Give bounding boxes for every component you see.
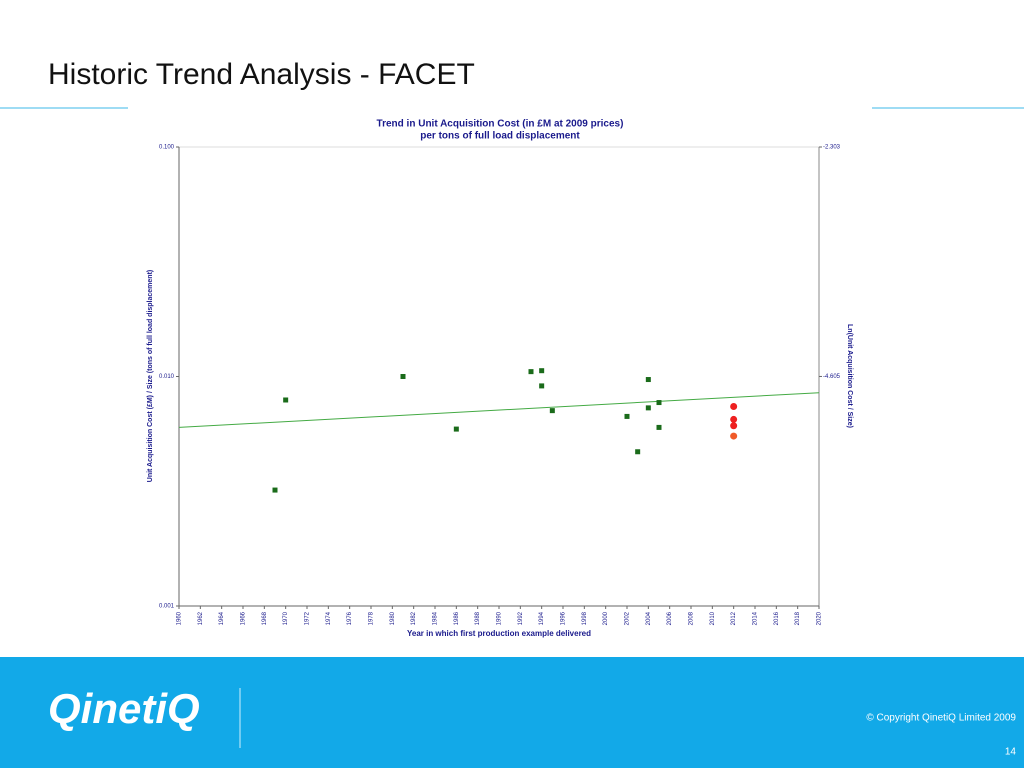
- point: [656, 400, 662, 406]
- point: [453, 426, 459, 432]
- point: [528, 369, 534, 375]
- x-tick-label: 1976: [347, 611, 353, 625]
- point: [730, 415, 738, 423]
- point: [549, 408, 555, 414]
- x-tick-label: 2016: [774, 611, 780, 625]
- y-tick-label: 0.010: [159, 374, 175, 380]
- trend-line: [178, 392, 820, 428]
- x-tick-label: 1964: [219, 611, 225, 625]
- point: [283, 397, 289, 403]
- x-tick-label: 1988: [475, 611, 481, 625]
- x-tick-label: 1984: [433, 611, 439, 625]
- slide-title: Historic Trend Analysis - FACET: [48, 58, 475, 91]
- point: [539, 368, 545, 374]
- x-tick-label: 1970: [283, 611, 289, 625]
- copyright: © Copyright QinetiQ Limited 2009: [866, 713, 1016, 724]
- x-axis-label: Year in which first production example d…: [407, 629, 591, 638]
- point: [730, 432, 738, 440]
- y-tick-label: 0.001: [159, 604, 175, 610]
- y2-tick-label: -2.303: [823, 145, 841, 151]
- x-tick-label: 1972: [305, 611, 311, 625]
- footer-band: [0, 657, 1024, 768]
- x-tick-label: 1980: [390, 611, 396, 625]
- y2-axis-label: Ln(Unit Acquisition Cost / Size): [846, 324, 853, 428]
- x-tick-label: 2014: [753, 611, 759, 625]
- x-tick-label: 2006: [667, 611, 673, 625]
- plot-area: [178, 146, 820, 607]
- point: [400, 374, 406, 379]
- x-tick-label: 1974: [326, 611, 332, 625]
- point: [645, 377, 651, 383]
- x-tick-label: 1962: [198, 611, 204, 625]
- x-tick-label: 1986: [454, 611, 460, 625]
- x-tick-label: 1990: [497, 611, 503, 625]
- x-tick-label: 1994: [539, 611, 545, 625]
- x-tick-label: 2020: [817, 611, 823, 625]
- x-tick-label: 1966: [241, 611, 247, 625]
- y-tick-label: 0.100: [159, 145, 175, 151]
- chart-title: per tons of full load displacement: [420, 131, 580, 142]
- logo: QinetiQ: [48, 685, 200, 733]
- x-tick-label: 2012: [731, 611, 737, 625]
- point: [645, 405, 651, 411]
- x-tick-label: 1996: [561, 611, 567, 625]
- x-tick-label: 2010: [710, 611, 716, 625]
- point: [635, 449, 641, 455]
- point: [730, 403, 738, 411]
- y-axis-label: Unit Acquisition Cost (£M) / Size (tons …: [147, 270, 154, 482]
- point: [730, 422, 738, 430]
- x-tick-label: 1968: [262, 611, 268, 625]
- point: [624, 413, 630, 419]
- x-tick-label: 2008: [689, 611, 695, 625]
- x-tick-label: 2000: [603, 611, 609, 625]
- x-tick-label: 1960: [177, 611, 183, 625]
- page-number: 14: [1005, 747, 1017, 758]
- x-tick-label: 1998: [582, 611, 588, 625]
- x-tick-label: 1982: [411, 611, 417, 625]
- x-tick-label: 1992: [518, 611, 524, 625]
- point: [656, 424, 662, 430]
- x-tick-label: 2002: [625, 611, 631, 625]
- x-tick-label: 1978: [369, 611, 375, 625]
- point: [539, 383, 545, 389]
- point: [272, 487, 278, 493]
- chart-title: Trend in Unit Acquisition Cost (in £M at…: [377, 119, 624, 130]
- x-tick-label: 2018: [795, 611, 801, 625]
- x-tick-label: 2004: [646, 611, 652, 625]
- y2-tick-label: -4.605: [823, 374, 841, 380]
